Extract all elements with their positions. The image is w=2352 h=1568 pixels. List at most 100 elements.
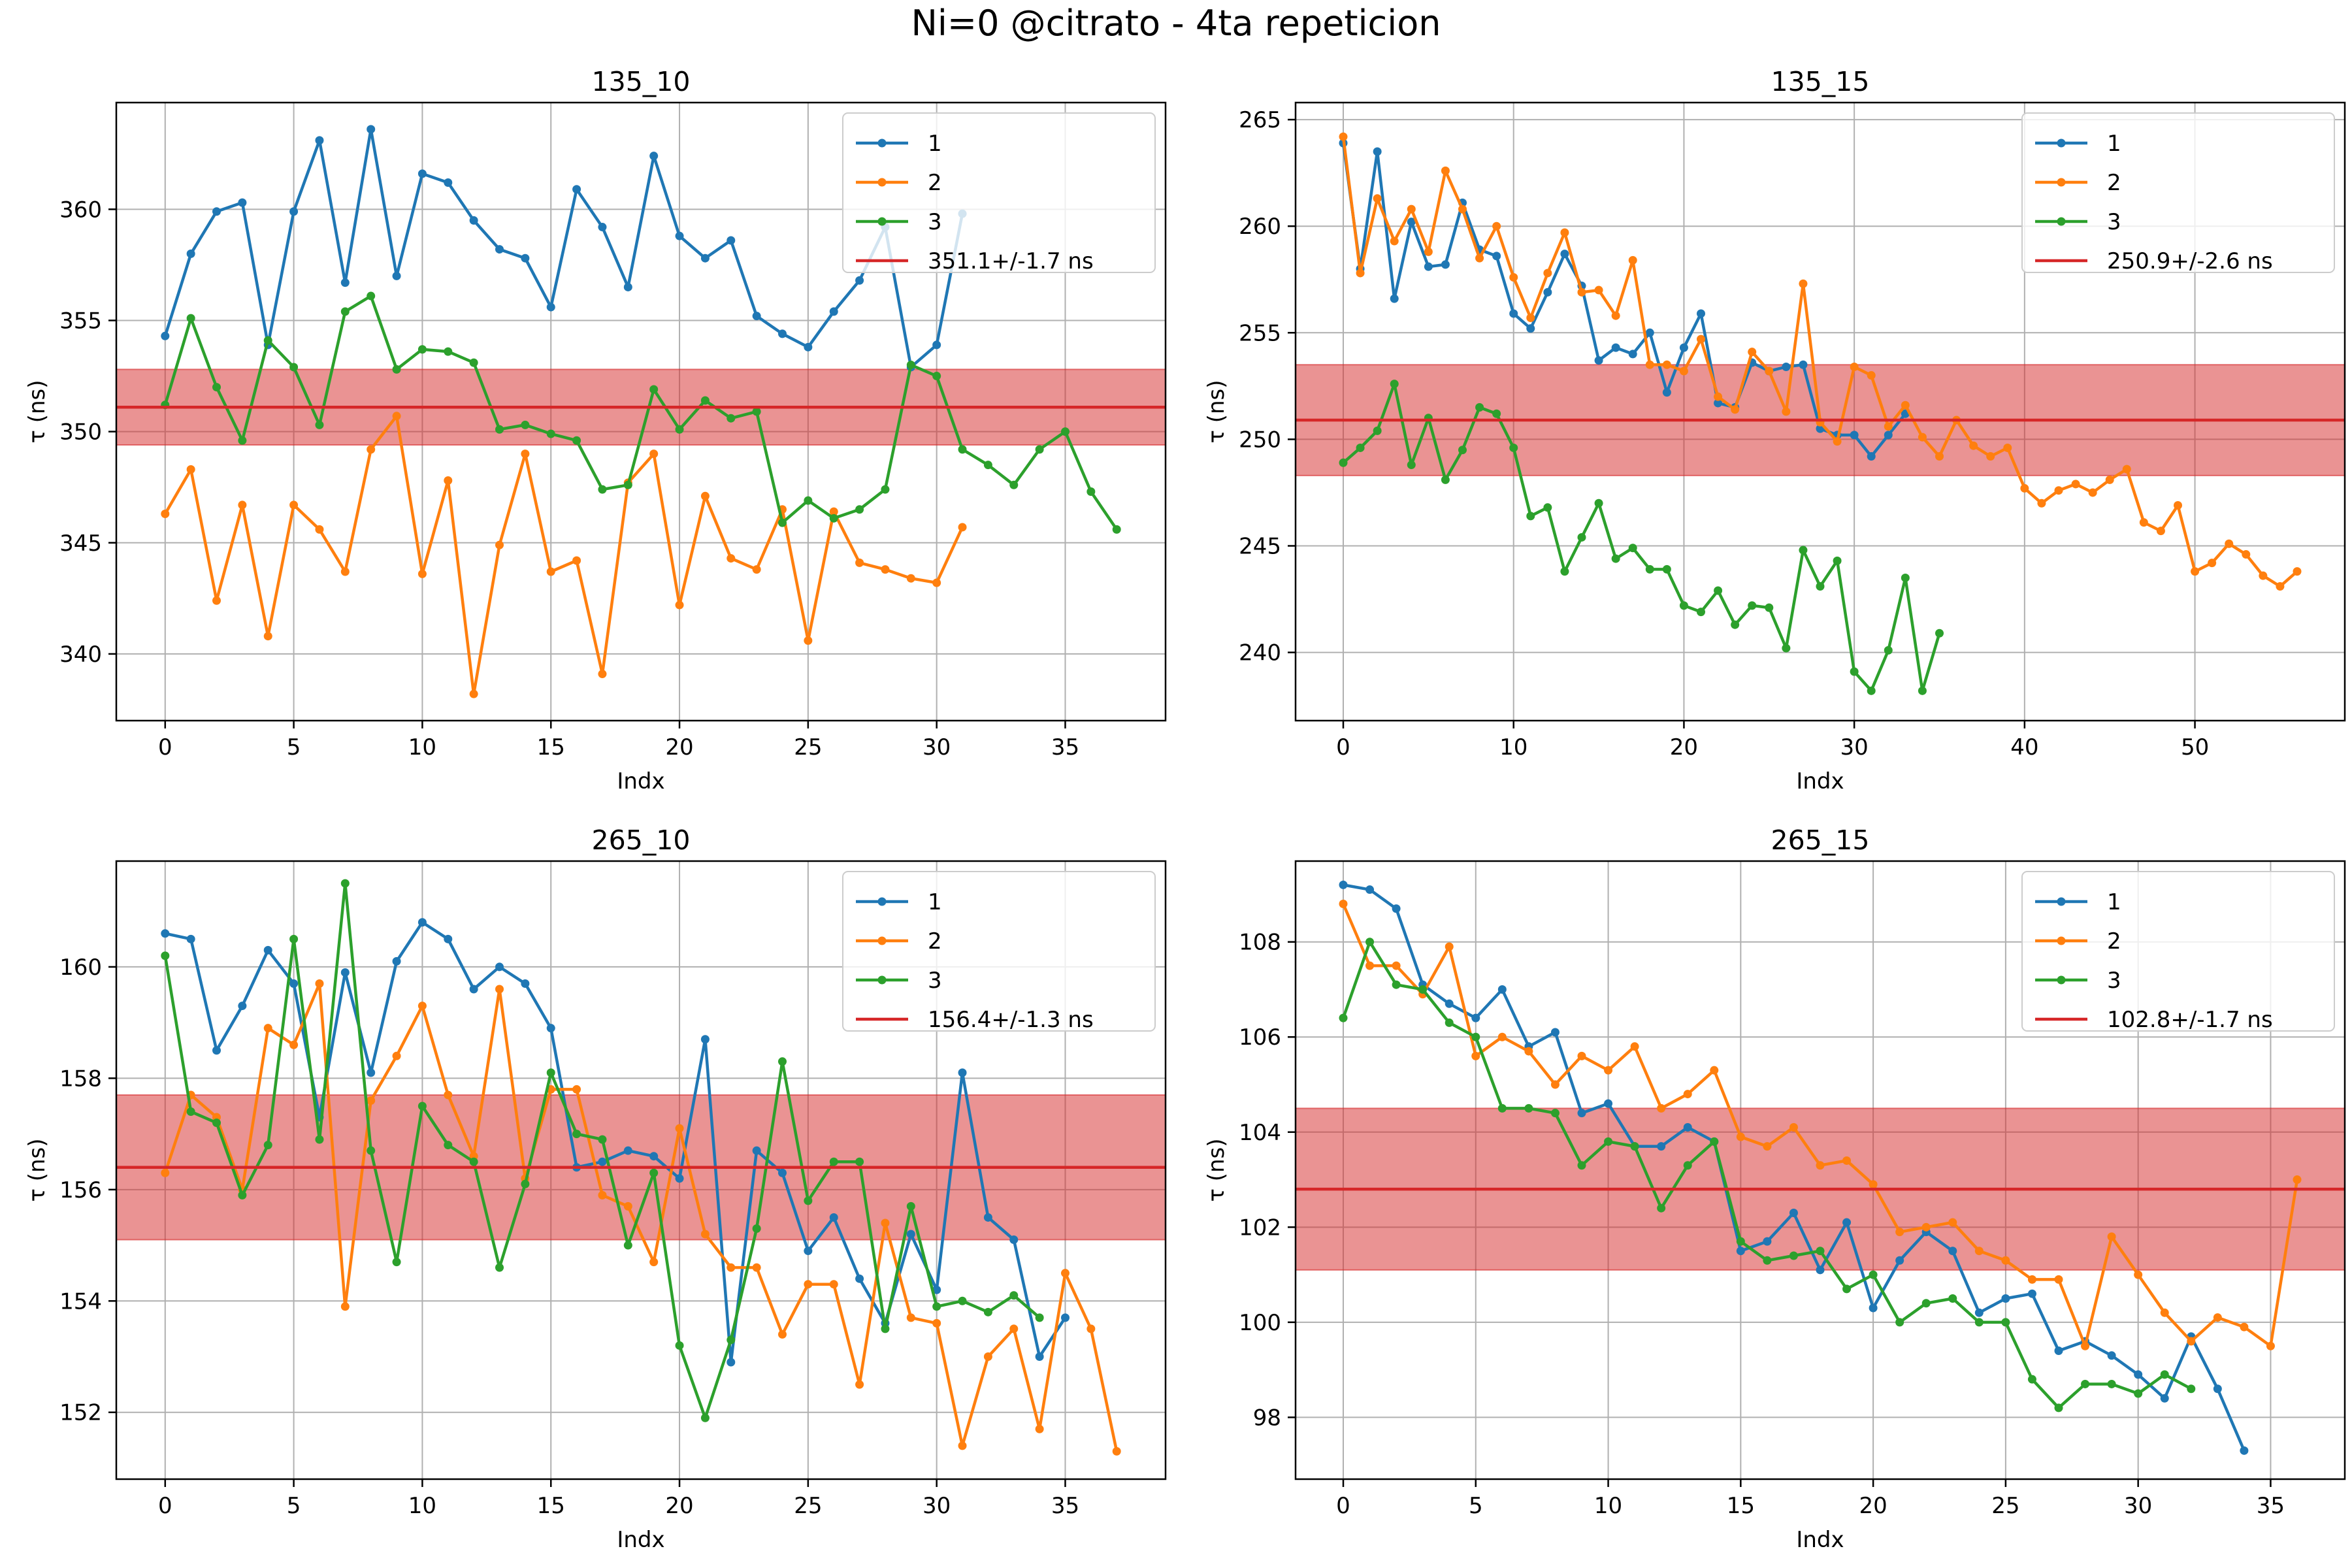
series-3-point xyxy=(958,445,967,454)
series-3-point xyxy=(1458,446,1467,455)
series-1-point xyxy=(212,1046,221,1055)
series-1-point xyxy=(546,1024,555,1033)
series-2-point xyxy=(855,1380,864,1389)
series-1-point xyxy=(958,1068,967,1077)
series-1-point xyxy=(1604,1099,1613,1108)
series-2-point xyxy=(1497,1032,1507,1041)
series-2-point xyxy=(1543,269,1552,278)
series-3-point xyxy=(1365,938,1375,947)
series-2-point xyxy=(2071,480,2080,489)
legend-label: 156.4+/-1.3 ns xyxy=(928,1007,1094,1033)
series-1-point xyxy=(1577,1109,1586,1118)
series-3-point xyxy=(546,429,555,438)
x-tick-label: 15 xyxy=(1727,1493,1755,1519)
series-1-point xyxy=(186,934,195,943)
series-3-point xyxy=(1441,475,1450,484)
series-3-point xyxy=(1748,601,1757,610)
series-2-point xyxy=(2054,486,2063,495)
x-tick-label: 0 xyxy=(1336,1493,1350,1519)
series-1-point xyxy=(340,278,350,287)
series-1-point xyxy=(315,136,324,145)
series-2-point xyxy=(2054,1275,2063,1284)
x-tick-label: 25 xyxy=(1991,1493,2019,1519)
series-1-point xyxy=(1662,388,1671,397)
series-3-point xyxy=(1895,1318,1904,1327)
series-1-point xyxy=(289,207,299,216)
series-3-point xyxy=(315,1135,324,1144)
series-3-point xyxy=(598,1135,607,1144)
series-2-point xyxy=(572,1085,581,1094)
series-1-point xyxy=(932,340,941,350)
series-3-point xyxy=(777,518,787,527)
series-3-point xyxy=(1710,1137,1719,1146)
series-2-point xyxy=(392,412,401,421)
y-tick-label: 245 xyxy=(1239,534,1281,560)
series-1-point xyxy=(2054,1347,2063,1356)
series-1-point xyxy=(1679,343,1688,352)
series-2-point xyxy=(829,507,838,516)
series-3-point xyxy=(1789,1251,1798,1260)
series-3-point xyxy=(752,1224,761,1233)
series-2-point xyxy=(340,567,350,576)
y-tick-label: 250 xyxy=(1239,427,1281,453)
series-3-point xyxy=(392,1258,401,1267)
series-2-point xyxy=(1550,1080,1560,1089)
series-2-point xyxy=(804,1280,813,1289)
series-2-point xyxy=(1974,1247,1984,1256)
series-3-point xyxy=(1509,443,1518,452)
series-2-point xyxy=(2293,1175,2302,1184)
series-2-point xyxy=(906,574,915,583)
series-3-point xyxy=(392,365,401,374)
series-2-point xyxy=(932,578,941,587)
series-2-point xyxy=(1356,269,1365,278)
series-2-point xyxy=(1560,228,1569,237)
series-3-point xyxy=(1816,1247,1825,1256)
series-2-point xyxy=(1630,1042,1639,1051)
series-2-point xyxy=(2156,527,2165,536)
x-tick-label: 40 xyxy=(2010,734,2038,760)
series-2-point xyxy=(1373,194,1382,203)
series-2-point xyxy=(649,449,659,459)
series-3-point xyxy=(855,505,864,514)
legend: 1 2 3 250.9+/-2.6 ns xyxy=(2021,112,2335,274)
series-2-point xyxy=(444,1090,453,1100)
series-3-point xyxy=(315,420,324,429)
axes-frame xyxy=(115,101,1167,722)
axes-frame xyxy=(1294,860,2346,1480)
series-2-point xyxy=(521,449,530,459)
series-3-point xyxy=(1630,1142,1639,1151)
series-2-point xyxy=(186,465,195,474)
series-3-point xyxy=(1867,686,1876,695)
series-1-point xyxy=(392,956,401,966)
legend-frame xyxy=(2021,112,2335,273)
series-1-point xyxy=(1339,880,1348,889)
series-2-point xyxy=(2293,567,2302,576)
series-1-point xyxy=(2240,1446,2249,1455)
series-1-point xyxy=(1789,1208,1798,1217)
series-3-point xyxy=(2001,1318,2010,1327)
series-1-point xyxy=(572,185,581,194)
series-2-point xyxy=(727,554,736,563)
legend-marker xyxy=(2057,139,2066,148)
series-3-point xyxy=(1339,1013,1348,1022)
series-3-point xyxy=(417,1102,427,1111)
y-tick-label: 98 xyxy=(1253,1405,1281,1431)
series-3-point xyxy=(212,383,221,392)
series-3-point xyxy=(1921,1299,1931,1308)
series-1-point xyxy=(855,1274,864,1283)
figure-title: Ni=0 @citrato - 4ta repeticion xyxy=(911,3,1441,44)
series-3-point xyxy=(1833,556,1842,565)
y-axis-label: τ (ns) xyxy=(1203,1138,1230,1201)
series-3-point xyxy=(1526,512,1535,521)
series-2-point xyxy=(1948,1218,1957,1227)
series-3-point xyxy=(186,314,195,323)
x-tick-label: 50 xyxy=(2181,734,2209,760)
series-1-point xyxy=(1035,1352,1044,1362)
series-1-point xyxy=(1509,309,1518,318)
x-tick-label: 20 xyxy=(665,1493,693,1519)
series-1-point xyxy=(1884,431,1893,440)
series-2-point xyxy=(1736,1132,1745,1141)
series-3-point xyxy=(1543,503,1552,512)
series-1-point xyxy=(1492,252,1501,261)
